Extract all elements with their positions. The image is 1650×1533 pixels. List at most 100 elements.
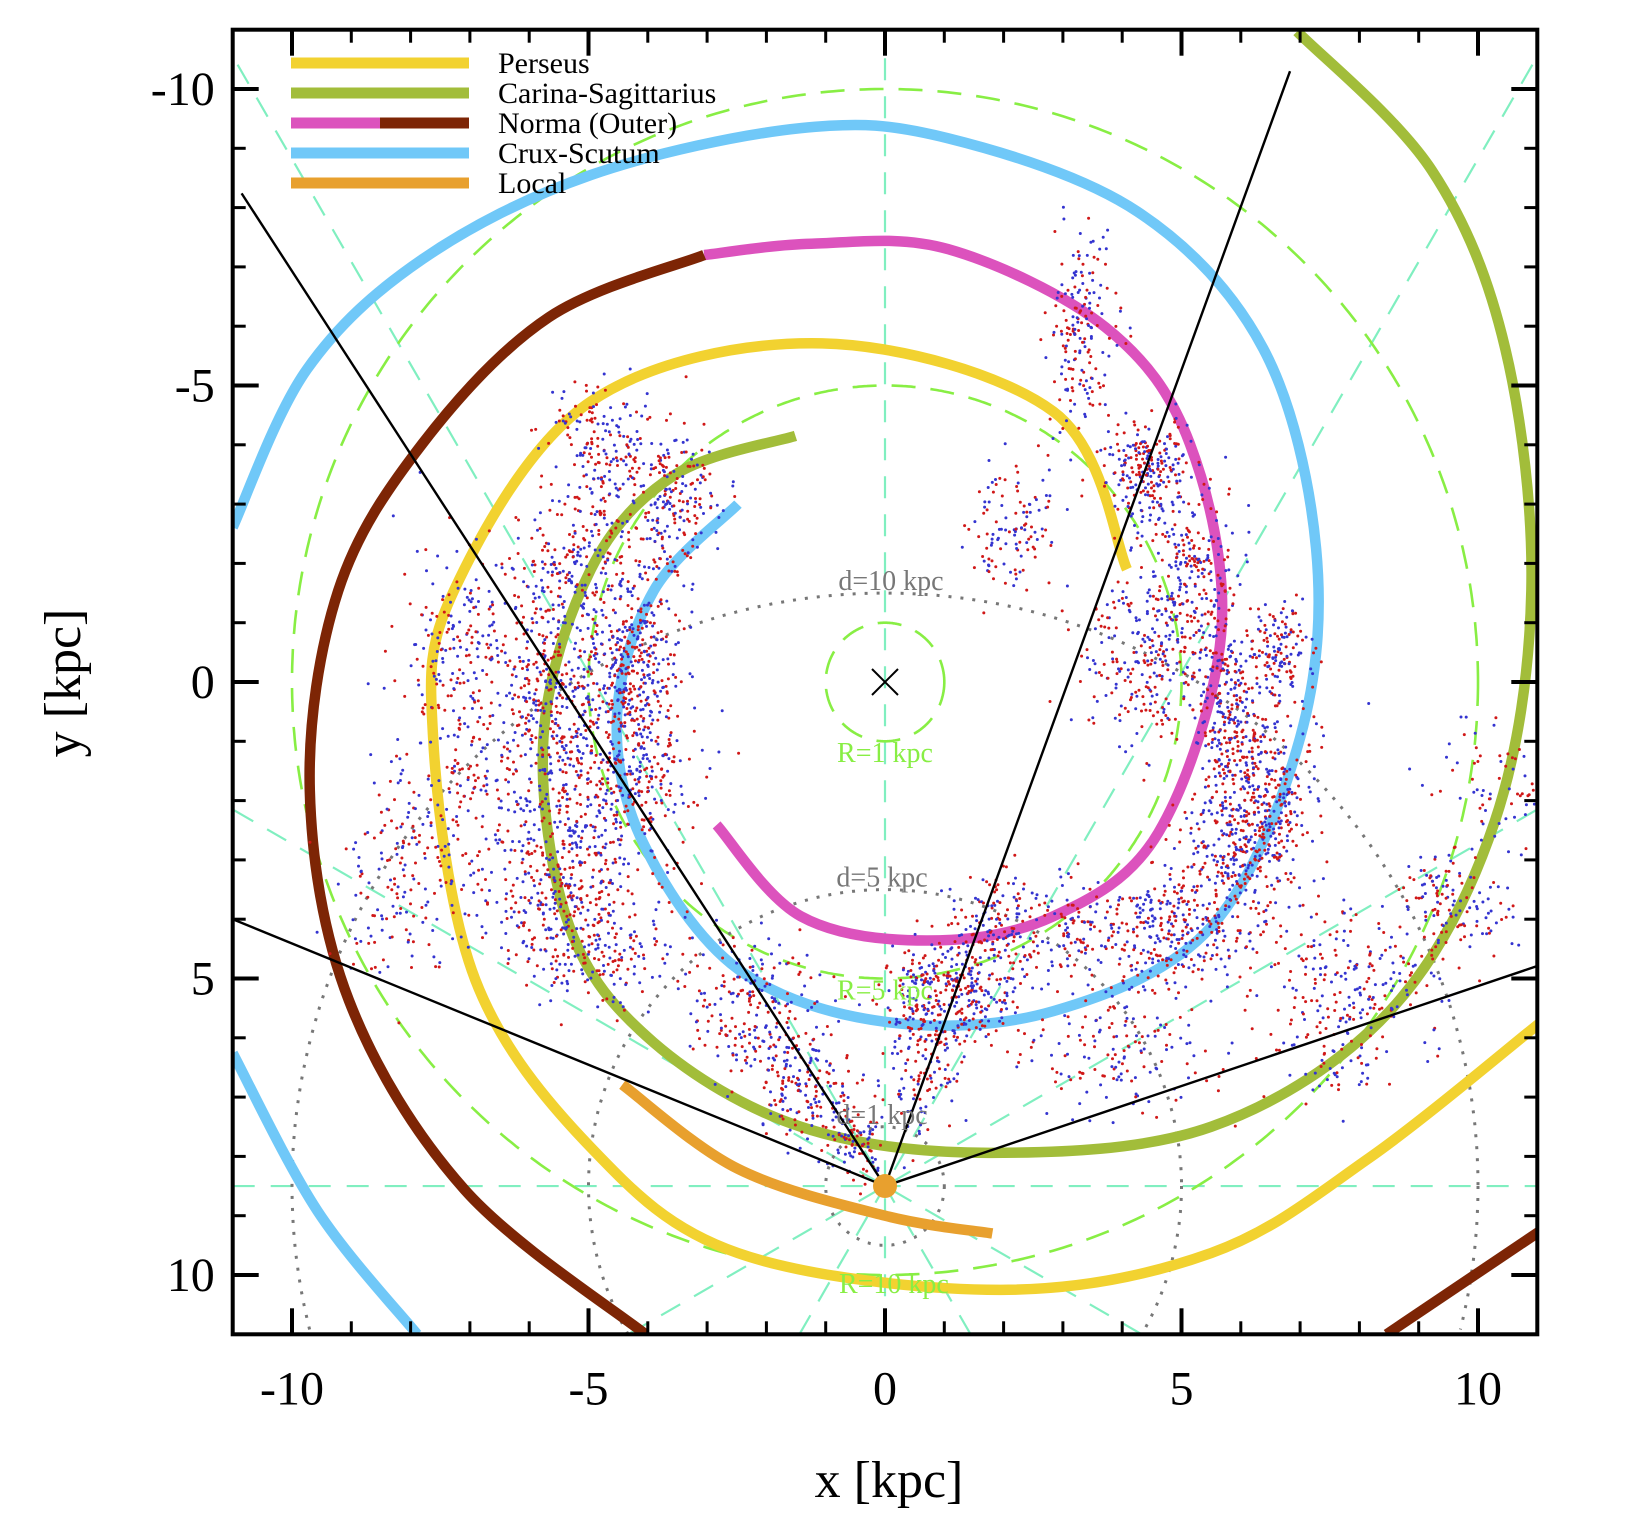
source-point xyxy=(1003,581,1007,585)
source-point xyxy=(668,741,672,745)
source-point xyxy=(560,396,564,400)
source-point xyxy=(559,679,563,682)
source-point xyxy=(754,1036,757,1040)
source-point xyxy=(1142,659,1146,663)
source-point xyxy=(923,1039,927,1043)
source-point xyxy=(455,820,458,824)
source-point xyxy=(553,563,556,567)
source-point xyxy=(571,535,575,539)
source-point xyxy=(531,621,535,625)
source-point xyxy=(1197,503,1201,506)
source-point xyxy=(603,560,607,564)
source-point xyxy=(618,597,622,601)
source-point xyxy=(618,555,622,559)
source-point xyxy=(1033,530,1037,534)
source-point xyxy=(527,789,531,793)
source-point xyxy=(740,1069,744,1073)
source-point xyxy=(821,1032,825,1036)
source-point xyxy=(668,487,672,491)
source-point xyxy=(967,1019,971,1022)
source-point xyxy=(1248,607,1252,611)
source-point xyxy=(653,797,657,801)
source-point xyxy=(1164,485,1168,489)
source-point xyxy=(380,917,384,921)
source-point xyxy=(472,606,476,610)
source-point xyxy=(456,762,460,766)
source-point xyxy=(623,405,627,409)
source-point xyxy=(1206,688,1210,692)
source-point xyxy=(516,803,519,807)
source-point xyxy=(648,537,652,540)
source-point xyxy=(619,786,623,790)
source-point xyxy=(955,976,959,980)
source-point xyxy=(1217,628,1220,632)
source-point xyxy=(1139,575,1143,579)
source-point xyxy=(687,519,691,523)
source-point xyxy=(541,548,544,552)
source-point xyxy=(696,964,699,968)
source-point xyxy=(1278,795,1282,799)
source-point xyxy=(646,726,650,730)
source-point xyxy=(695,516,699,520)
source-point xyxy=(842,1160,846,1164)
source-point xyxy=(879,1143,882,1147)
source-point xyxy=(637,648,641,652)
source-point xyxy=(619,561,623,565)
source-point xyxy=(500,566,504,570)
source-point xyxy=(973,927,977,931)
source-point xyxy=(576,553,580,557)
source-point xyxy=(1216,537,1220,540)
source-point xyxy=(745,1055,749,1059)
source-point xyxy=(611,681,614,685)
source-point xyxy=(642,717,646,720)
source-point xyxy=(1167,702,1171,705)
source-point xyxy=(682,627,686,631)
source-point xyxy=(548,809,552,813)
source-point xyxy=(954,995,958,999)
source-point xyxy=(1223,729,1227,733)
source-point xyxy=(447,627,451,631)
source-point xyxy=(459,935,463,939)
source-point xyxy=(1141,515,1145,519)
source-point xyxy=(579,756,583,760)
source-point xyxy=(422,712,426,716)
source-point xyxy=(525,944,529,948)
source-point xyxy=(1186,535,1189,539)
source-point xyxy=(681,548,685,552)
source-point xyxy=(1229,654,1233,658)
source-point xyxy=(550,573,554,577)
source-point xyxy=(1162,480,1166,484)
source-point xyxy=(568,843,572,847)
source-point xyxy=(1158,585,1162,588)
source-point xyxy=(892,1066,896,1070)
source-point xyxy=(626,655,630,659)
source-point xyxy=(1190,619,1194,623)
source-point xyxy=(626,587,630,591)
source-point xyxy=(888,1020,892,1024)
source-point xyxy=(832,975,836,979)
source-point xyxy=(681,500,685,504)
source-point xyxy=(560,856,564,859)
source-point xyxy=(844,1137,848,1141)
source-point xyxy=(1160,677,1164,681)
source-point xyxy=(586,781,590,785)
source-point xyxy=(596,946,600,950)
source-point xyxy=(995,888,999,892)
source-point xyxy=(971,1000,975,1004)
source-point xyxy=(636,628,640,632)
source-point xyxy=(1067,360,1071,364)
source-point xyxy=(939,1007,943,1011)
source-point xyxy=(1160,597,1164,601)
source-point xyxy=(970,986,974,990)
source-point xyxy=(614,817,618,821)
source-point xyxy=(665,475,669,479)
source-point xyxy=(978,900,982,904)
source-point xyxy=(784,1062,788,1066)
source-point xyxy=(1233,681,1237,685)
source-point xyxy=(589,823,593,827)
source-point xyxy=(634,709,638,713)
source-point xyxy=(578,649,582,653)
source-point xyxy=(610,802,614,806)
source-point xyxy=(458,805,462,809)
source-point xyxy=(379,851,383,855)
